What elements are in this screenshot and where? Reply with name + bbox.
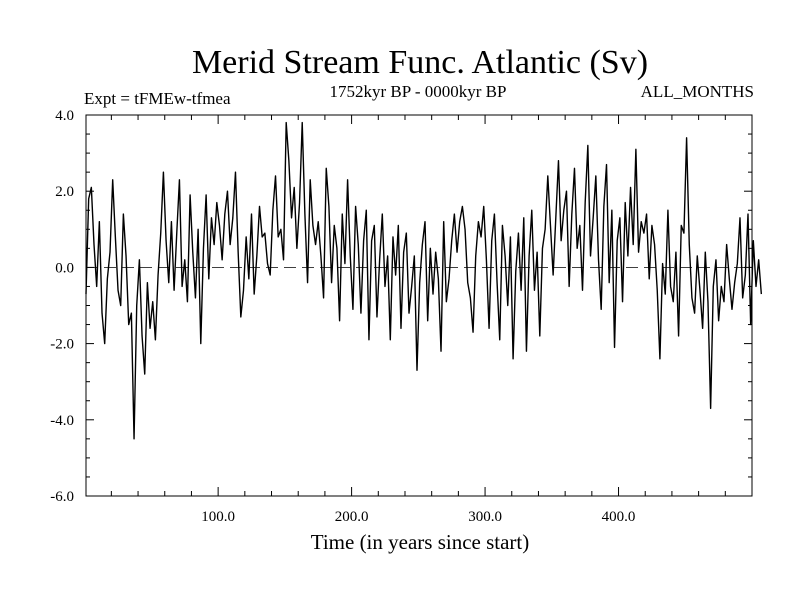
x-tick-label: 400.0 [602, 509, 636, 525]
y-tick-label: 0.0 [55, 260, 74, 276]
y-tick-label: 2.0 [55, 184, 74, 200]
y-tick-label: 4.0 [55, 108, 74, 124]
months-label: ALL_MONTHS [641, 82, 754, 101]
experiment-label: Expt = tFMEw-tfmea [84, 89, 231, 108]
y-tick-label: -2.0 [50, 337, 74, 353]
x-tick-label: 200.0 [335, 509, 369, 525]
y-tick-label: -6.0 [50, 489, 74, 505]
x-tick-label: 100.0 [201, 509, 235, 525]
time-range-label: 1752kyr BP - 0000kyr BP [330, 82, 507, 101]
chart-title: Merid Stream Func. Atlantic (Sv) [192, 44, 648, 81]
x-axis-label: Time (in years since start) [311, 530, 530, 554]
y-axis: -6.0 -4.0 -2.0 0.0 2.0 4.0 [50, 108, 752, 505]
x-axis: 100.0 200.0 300.0 400.0 [110, 115, 726, 525]
series-line [85, 121, 763, 440]
y-tick-label: -4.0 [50, 413, 74, 429]
series-layer [85, 121, 763, 440]
x-tick-label: 300.0 [468, 509, 502, 525]
